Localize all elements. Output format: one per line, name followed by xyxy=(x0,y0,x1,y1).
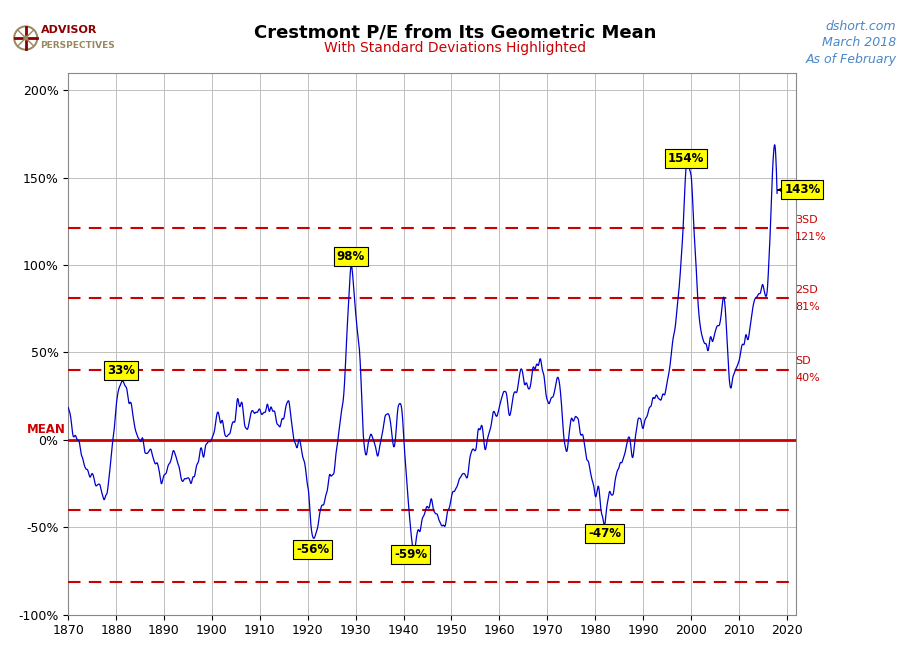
Text: As of February: As of February xyxy=(805,53,896,66)
Circle shape xyxy=(14,26,37,50)
Text: SD: SD xyxy=(795,356,811,366)
Text: 81%: 81% xyxy=(795,302,820,312)
Text: 40%: 40% xyxy=(795,373,820,383)
Text: 121%: 121% xyxy=(795,232,827,242)
Circle shape xyxy=(15,28,35,48)
Text: ADVISOR: ADVISOR xyxy=(41,25,96,35)
Text: -56%: -56% xyxy=(296,543,329,556)
Text: -59%: -59% xyxy=(394,548,428,561)
Text: With Standard Deviations Highlighted: With Standard Deviations Highlighted xyxy=(324,41,586,55)
Text: 154%: 154% xyxy=(668,153,704,165)
Circle shape xyxy=(24,36,27,40)
Text: 143%: 143% xyxy=(778,183,821,196)
Text: 3SD: 3SD xyxy=(795,215,818,225)
Text: MEAN: MEAN xyxy=(27,424,66,436)
Text: 98%: 98% xyxy=(337,251,365,263)
Text: PERSPECTIVES: PERSPECTIVES xyxy=(41,41,116,50)
Text: Crestmont P/E from Its Geometric Mean: Crestmont P/E from Its Geometric Mean xyxy=(254,23,656,41)
Text: dshort.com: dshort.com xyxy=(826,20,896,33)
Text: 2SD: 2SD xyxy=(795,285,818,295)
Text: March 2018: March 2018 xyxy=(822,36,896,50)
Text: 33%: 33% xyxy=(107,364,135,377)
Text: -47%: -47% xyxy=(588,527,622,540)
